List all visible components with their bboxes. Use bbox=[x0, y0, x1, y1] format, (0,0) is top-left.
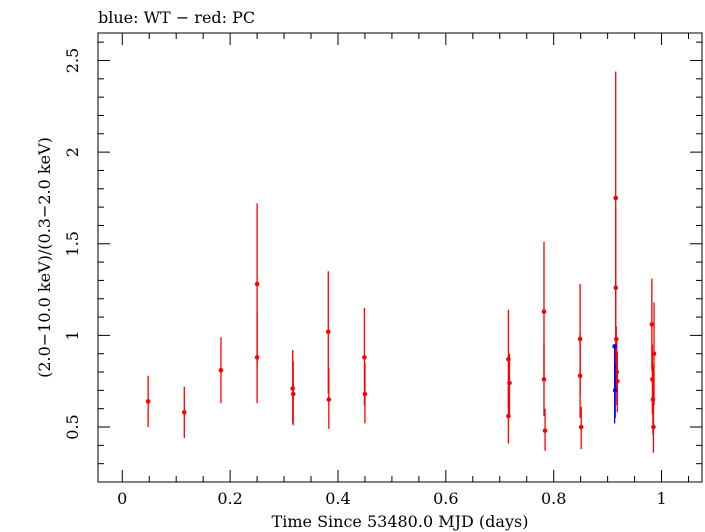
x-tick-label: 0.6 bbox=[433, 489, 458, 508]
y-axis: 0.5 1 1.5 2 2.5 bbox=[63, 41, 702, 465]
data-point bbox=[613, 195, 619, 201]
y-tick-label: 1.5 bbox=[63, 231, 82, 256]
x-axis: 0 0.2 0.4 0.6 0.8 1 bbox=[117, 33, 690, 508]
data-point bbox=[613, 285, 619, 291]
data-point bbox=[326, 397, 332, 402]
data-point bbox=[541, 309, 547, 314]
data-point bbox=[507, 380, 512, 386]
data-point bbox=[612, 344, 617, 349]
y-tick-label: 2 bbox=[63, 147, 82, 157]
plot-frame bbox=[97, 32, 703, 483]
data-point bbox=[577, 373, 583, 379]
data-point bbox=[181, 410, 187, 415]
data-point bbox=[218, 367, 224, 373]
data-point bbox=[612, 388, 618, 393]
data-point bbox=[649, 322, 655, 327]
data-point bbox=[615, 378, 620, 384]
data-point bbox=[651, 424, 656, 430]
data-point bbox=[254, 281, 260, 287]
y-tick-label: 2.5 bbox=[63, 48, 82, 73]
x-tick-label: 0.4 bbox=[325, 489, 350, 508]
x-tick-label: 1 bbox=[656, 489, 666, 508]
data-series bbox=[612, 344, 618, 424]
y-tick-label: 0.5 bbox=[63, 414, 82, 439]
data-point bbox=[290, 391, 296, 397]
data-point bbox=[362, 355, 367, 360]
y-axis-label: (2.0−10.0 keV)/(0.3−2.0 keV) bbox=[35, 137, 54, 378]
plot-marks bbox=[145, 71, 657, 453]
data-point bbox=[542, 428, 548, 433]
x-tick-label: 0.8 bbox=[541, 489, 566, 508]
data-point bbox=[541, 377, 547, 382]
data-point bbox=[506, 413, 511, 419]
x-tick-label: 0.2 bbox=[217, 489, 242, 508]
data-series bbox=[145, 71, 657, 453]
data-point bbox=[254, 355, 260, 360]
x-tick-label: 0 bbox=[117, 489, 127, 508]
data-point bbox=[362, 391, 368, 397]
y-tick-label: 1 bbox=[63, 330, 82, 340]
data-point bbox=[145, 399, 151, 404]
data-point bbox=[651, 351, 657, 357]
x-axis-label: Time Since 53480.0 MJD (days) bbox=[272, 512, 529, 531]
data-point bbox=[578, 424, 584, 430]
data-point bbox=[325, 329, 331, 335]
chart-title: blue: WT − red: PC bbox=[98, 8, 255, 27]
